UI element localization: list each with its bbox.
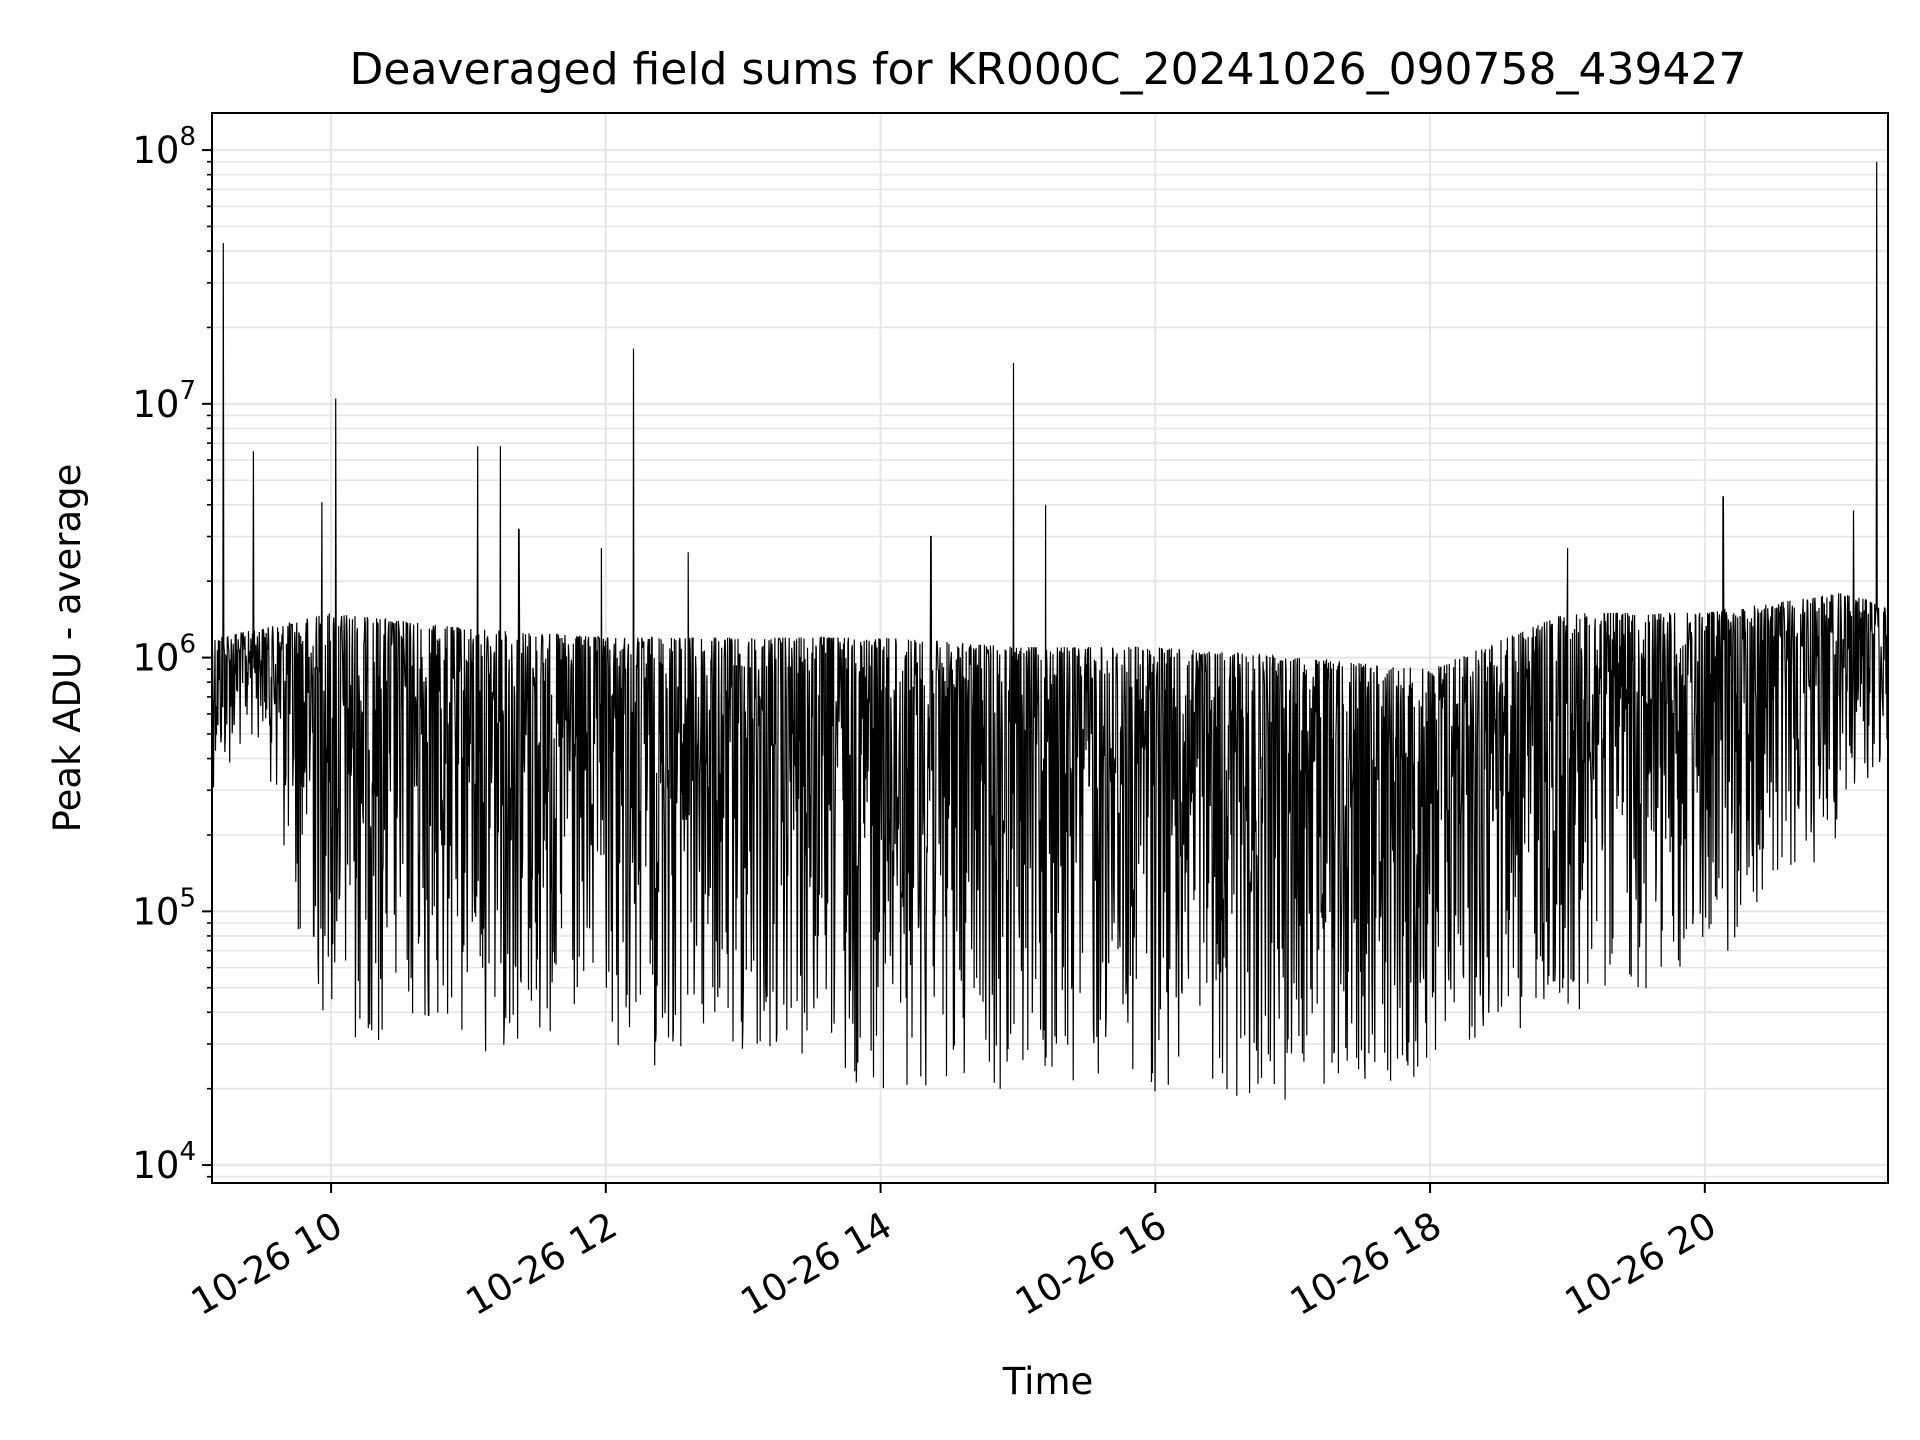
x-axis-label: Time bbox=[1002, 1360, 1094, 1403]
y-tick-label: 107 bbox=[132, 376, 196, 426]
y-tick-label: 104 bbox=[132, 1137, 196, 1187]
chart-title: Deaveraged field sums for KR000C_2024102… bbox=[350, 44, 1747, 95]
y-axis: 104 105 106 107 108 bbox=[132, 122, 212, 1187]
y-tick-label: 106 bbox=[132, 630, 196, 680]
plot-frame bbox=[211, 112, 1889, 1184]
y-axis-label: Peak ADU - average bbox=[46, 464, 89, 833]
series-path bbox=[211, 161, 1889, 1100]
y-tick-label: 108 bbox=[132, 122, 196, 172]
y-tick-label: 105 bbox=[132, 883, 196, 933]
series-line bbox=[211, 161, 1889, 1100]
